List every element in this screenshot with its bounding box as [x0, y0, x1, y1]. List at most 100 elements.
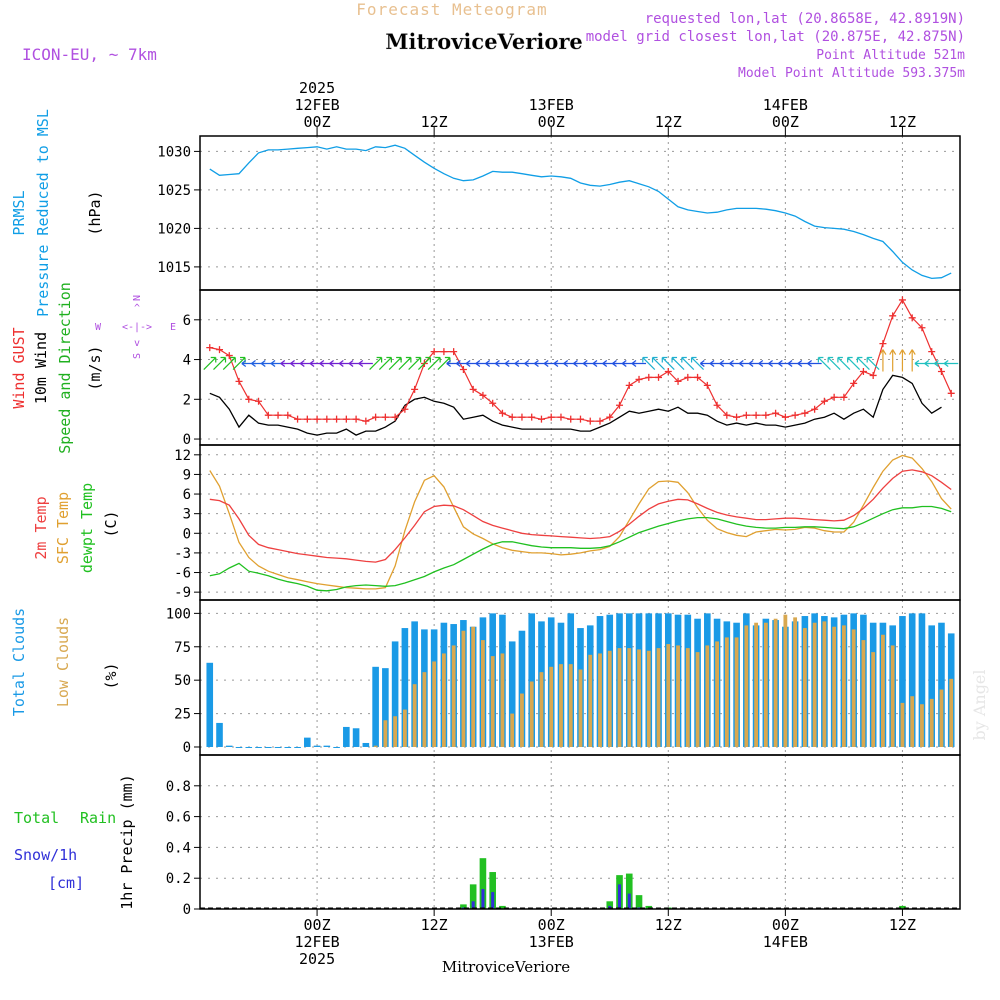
gust-marker [596, 417, 604, 425]
total-cloud-bar [284, 746, 292, 748]
total-cloud-bar [401, 628, 409, 747]
low-cloud-bar [949, 678, 954, 747]
pressure-label-1: PRMSL [10, 190, 28, 235]
gust-marker [479, 391, 487, 399]
top-time-label: 13FEB [529, 96, 574, 114]
gust-marker [528, 413, 536, 421]
gust-marker [352, 415, 360, 423]
low-cloud-bar [861, 640, 866, 747]
precip-cm-label: [cm] [48, 874, 84, 892]
gust-marker [918, 324, 926, 332]
snow-bar [618, 884, 622, 909]
gust-marker [391, 413, 399, 421]
total-cloud-bar [294, 746, 301, 748]
total-cloud-bar [391, 641, 399, 747]
wind-direction-arrow [908, 349, 916, 372]
gust-marker [811, 405, 819, 413]
wind-direction-arrow [943, 360, 959, 368]
gust-marker [362, 417, 370, 425]
gust-marker [333, 415, 341, 423]
low-cloud-bar [578, 669, 583, 747]
y-tick-label: 0.4 [166, 840, 191, 856]
gust-marker [850, 379, 858, 387]
rain-bar [635, 895, 643, 909]
gust-marker [830, 393, 838, 401]
gust-marker [586, 417, 594, 425]
compass-w: W [95, 322, 102, 333]
snow-bar [637, 907, 641, 909]
low-cloud-bar [422, 672, 427, 747]
top-time-label: 12Z [421, 113, 448, 131]
low-cloud-bar [754, 622, 758, 747]
low-cloud-bar [432, 661, 437, 747]
gust-marker [469, 385, 477, 393]
gust-marker [713, 401, 721, 409]
y-tick-label: 0 [183, 526, 191, 542]
gust-marker [606, 413, 614, 421]
low-cloud-bar [373, 745, 378, 747]
gust-marker [264, 411, 272, 419]
low-cloud-bar [588, 654, 593, 747]
gust-marker [820, 397, 828, 405]
low-cloud-bar [656, 648, 661, 747]
sfc-temp-line [209, 454, 952, 590]
gust-marker [947, 389, 955, 397]
low-cloud-bar [929, 698, 934, 747]
snow-bar [461, 907, 465, 909]
precip-units: 1hr Precip (mm) [118, 774, 136, 909]
wind-direction-arrow [817, 356, 831, 370]
gust-marker [381, 413, 389, 421]
low-cloud-bar [549, 666, 554, 747]
location-title: MitroviceVeriore [385, 29, 583, 54]
gust-marker [294, 415, 302, 423]
low-cloud-bar [871, 652, 876, 747]
wind-direction-arrow [203, 356, 217, 370]
total-cloud-bar [235, 746, 243, 748]
gust-marker [772, 409, 780, 417]
low-cloud-bar [920, 704, 924, 747]
pressure-label-2: Pressure Reduced to MSL [34, 109, 52, 317]
dewpt-label: dewpt Temp [78, 483, 96, 573]
low-cloud-bar [402, 709, 407, 747]
low-cloud-bar [481, 640, 485, 747]
wind-direction-arrow [889, 349, 897, 372]
gust-marker [303, 415, 311, 423]
low-cloud-bar [676, 645, 680, 747]
gust-marker [518, 413, 526, 421]
low-cloud-bar [646, 650, 651, 747]
y-tick-label: 75 [174, 640, 191, 656]
wind-direction-arrow [378, 356, 392, 370]
y-tick-label: 1020 [157, 221, 191, 237]
label-layer: 10151020102510300246-9-6-303691202550751… [10, 79, 916, 968]
y-tick-label: -9 [174, 585, 191, 601]
low-cloud-bar [773, 618, 778, 747]
t2m-label: 2m Temp [32, 496, 50, 559]
low-cloud-bar [793, 617, 798, 747]
precip-total-label: Total [14, 809, 59, 827]
low-cloud-bar [461, 630, 466, 747]
low-cloud-bar [451, 645, 456, 747]
bottom-time-label: 13FEB [529, 933, 574, 951]
low-cloud-bar [637, 649, 641, 747]
total-cloud-bar [343, 726, 350, 747]
rain-bar [479, 858, 487, 909]
low-cloud-bar [471, 626, 476, 747]
y-tick-label: 0 [183, 740, 191, 756]
low-cloud-bar [705, 645, 710, 747]
low-cloud-bar [832, 626, 837, 747]
compass-e: E [170, 322, 176, 333]
gust-marker [557, 413, 565, 421]
total-cloud-label: Total Clouds [10, 608, 28, 716]
frame-layer [194, 127, 961, 916]
gust-marker [664, 367, 672, 375]
gust-marker [450, 348, 458, 356]
wind-direction-arrow [651, 356, 665, 370]
snow-bar [608, 905, 612, 909]
gust-marker [245, 395, 253, 403]
gust-marker [342, 415, 350, 423]
grid-layer [200, 136, 960, 909]
gust-line [209, 298, 952, 422]
low-cloud-bar [412, 684, 417, 747]
pressure-units: (hPa) [86, 190, 104, 235]
